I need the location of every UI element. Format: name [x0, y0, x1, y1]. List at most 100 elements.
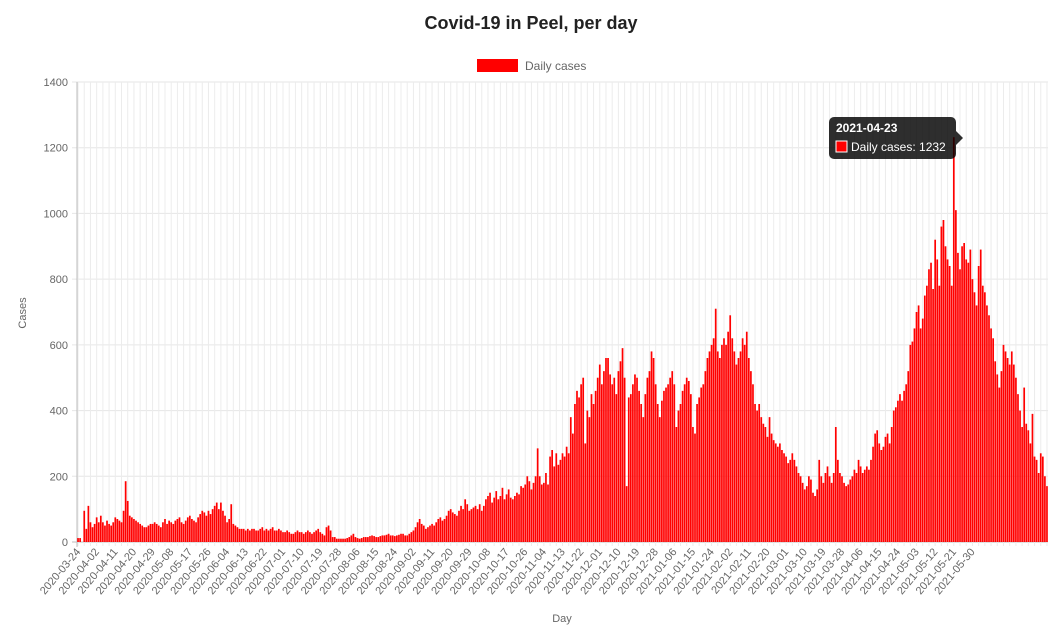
bar[interactable]: [141, 525, 144, 542]
bar[interactable]: [971, 279, 974, 542]
bar[interactable]: [335, 538, 338, 542]
bar[interactable]: [646, 377, 649, 542]
bar[interactable]: [453, 514, 456, 542]
bar[interactable]: [499, 496, 502, 542]
bar[interactable]: [124, 481, 127, 542]
bar[interactable]: [77, 538, 79, 542]
bar[interactable]: [737, 358, 740, 542]
bar[interactable]: [128, 515, 131, 542]
bar[interactable]: [104, 525, 106, 542]
bar[interactable]: [714, 308, 717, 542]
bar[interactable]: [787, 463, 790, 542]
bar[interactable]: [559, 459, 562, 542]
bar[interactable]: [594, 390, 597, 542]
bar[interactable]: [663, 390, 665, 542]
bar[interactable]: [801, 482, 804, 542]
bar[interactable]: [785, 456, 787, 542]
bar[interactable]: [402, 533, 404, 542]
bar[interactable]: [108, 523, 110, 542]
bar[interactable]: [590, 394, 593, 542]
bar[interactable]: [694, 433, 696, 542]
bar[interactable]: [155, 523, 158, 542]
bar[interactable]: [611, 384, 614, 542]
bar[interactable]: [280, 530, 282, 543]
bar[interactable]: [901, 400, 903, 542]
bar[interactable]: [923, 295, 926, 542]
bar[interactable]: [143, 527, 146, 542]
bar[interactable]: [410, 532, 413, 542]
bar[interactable]: [251, 528, 253, 542]
bar[interactable]: [942, 220, 945, 542]
bar[interactable]: [981, 285, 984, 542]
bar[interactable]: [907, 371, 910, 542]
bar[interactable]: [381, 535, 384, 542]
bar[interactable]: [934, 239, 937, 542]
bar[interactable]: [917, 305, 920, 542]
bar[interactable]: [1044, 476, 1046, 542]
bar[interactable]: [157, 525, 160, 542]
bar[interactable]: [758, 404, 761, 542]
bar[interactable]: [725, 344, 727, 542]
bar[interactable]: [849, 479, 852, 542]
bar[interactable]: [176, 519, 179, 542]
bar[interactable]: [470, 509, 473, 542]
bar[interactable]: [596, 377, 599, 542]
bar[interactable]: [358, 538, 361, 542]
bar[interactable]: [565, 446, 568, 542]
bar[interactable]: [342, 538, 344, 542]
bar[interactable]: [191, 519, 193, 542]
bar[interactable]: [186, 517, 189, 542]
bar[interactable]: [514, 496, 516, 542]
bar[interactable]: [719, 358, 721, 542]
bar[interactable]: [919, 328, 922, 542]
bar[interactable]: [847, 484, 850, 543]
bar[interactable]: [1037, 473, 1040, 542]
bar[interactable]: [580, 384, 582, 542]
bar[interactable]: [965, 259, 968, 542]
bar[interactable]: [304, 532, 307, 542]
bar[interactable]: [526, 476, 529, 542]
bar[interactable]: [824, 473, 827, 542]
bar[interactable]: [553, 466, 556, 542]
bar[interactable]: [162, 522, 164, 542]
bar[interactable]: [578, 397, 580, 542]
bar[interactable]: [534, 476, 537, 542]
bar[interactable]: [292, 533, 295, 542]
bar[interactable]: [857, 459, 860, 542]
bar[interactable]: [414, 527, 417, 542]
bar[interactable]: [592, 404, 595, 542]
bar[interactable]: [290, 533, 293, 542]
bar[interactable]: [555, 453, 558, 542]
bar[interactable]: [843, 482, 845, 542]
bar[interactable]: [710, 344, 713, 542]
bar[interactable]: [379, 536, 382, 542]
bar[interactable]: [199, 514, 202, 542]
bar[interactable]: [110, 525, 113, 542]
bar[interactable]: [540, 484, 543, 543]
bar[interactable]: [549, 456, 551, 542]
bar[interactable]: [118, 520, 121, 542]
bar[interactable]: [1023, 387, 1026, 542]
bar[interactable]: [853, 469, 856, 542]
bar[interactable]: [153, 522, 156, 542]
bar[interactable]: [1010, 351, 1013, 542]
bar[interactable]: [963, 243, 965, 542]
bar[interactable]: [131, 517, 133, 542]
bar[interactable]: [704, 371, 707, 542]
bar[interactable]: [193, 520, 195, 542]
bar[interactable]: [834, 427, 837, 542]
bar[interactable]: [911, 341, 914, 542]
bar[interactable]: [478, 504, 481, 542]
bar[interactable]: [926, 285, 928, 542]
bar[interactable]: [621, 348, 624, 542]
bar[interactable]: [607, 358, 609, 542]
bar[interactable]: [1015, 377, 1017, 542]
bar[interactable]: [474, 505, 477, 542]
bar[interactable]: [640, 404, 643, 542]
bar[interactable]: [249, 530, 251, 543]
bar[interactable]: [182, 523, 185, 542]
bar[interactable]: [350, 535, 353, 542]
bar[interactable]: [520, 486, 522, 542]
bar[interactable]: [617, 371, 620, 542]
bar[interactable]: [222, 510, 224, 542]
